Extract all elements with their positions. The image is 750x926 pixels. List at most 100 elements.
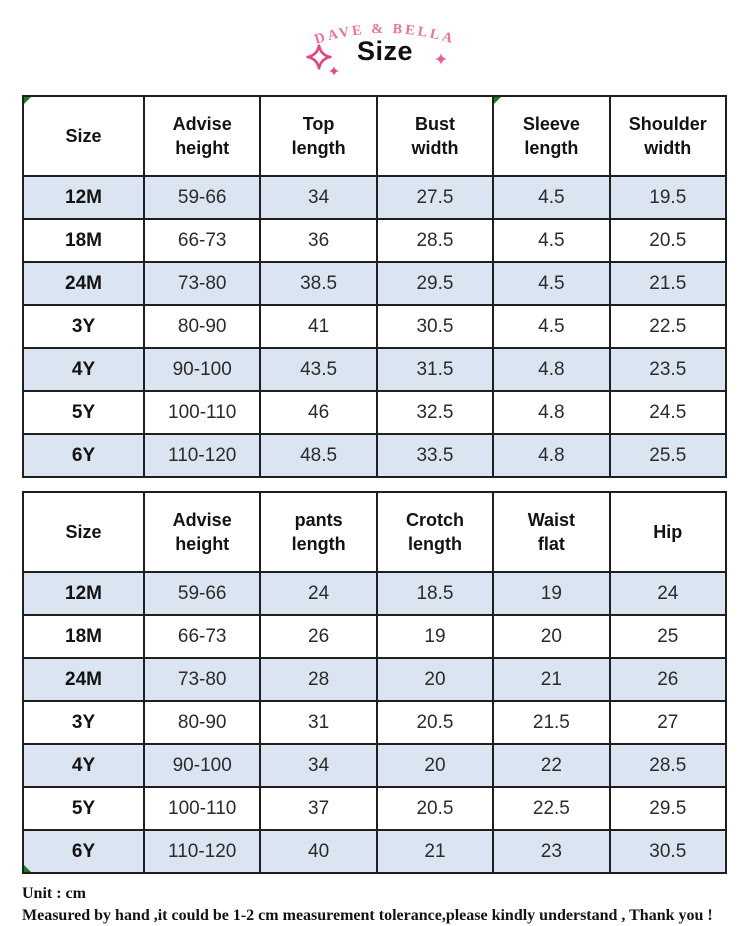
brand-arc-text: DAVE & BELLA bbox=[313, 22, 454, 48]
table-row: 24M 73-80 38.5 29.5 4.5 21.5 bbox=[22, 261, 728, 306]
col-header-size: Size bbox=[22, 491, 145, 573]
value-cell: 46 bbox=[259, 390, 378, 435]
value-cell: 48.5 bbox=[259, 433, 378, 478]
col-header-crotch-length: Crotch length bbox=[375, 491, 495, 573]
top-size-table-wrap: Size Advise height Top length Bust width Sl… bbox=[0, 95, 750, 478]
value-cell: 33.5 bbox=[375, 433, 495, 478]
value-cell: 29.5 bbox=[608, 786, 728, 831]
value-cell: 90-100 bbox=[142, 743, 262, 788]
header-row: Size Advise height Top length Bust width Sl… bbox=[22, 95, 728, 177]
size-cell: 6Y bbox=[22, 433, 145, 478]
table-row: 4Y 90-100 43.5 31.5 4.8 23.5 bbox=[22, 347, 728, 392]
value-cell: 20 bbox=[375, 657, 495, 702]
value-cell: 66-73 bbox=[142, 614, 262, 659]
table-row: 3Y 80-90 31 20.5 21.5 27 bbox=[22, 700, 728, 745]
tolerance-note: Measured by hand ,it could be 1-2 cm mea… bbox=[22, 906, 713, 924]
value-cell: 4.8 bbox=[492, 433, 611, 478]
sparkle-small-icon bbox=[329, 66, 339, 76]
value-cell: 4.5 bbox=[492, 175, 611, 220]
corner-mark-icon bbox=[24, 865, 31, 872]
col-header-shoulder-width: Shoulder width bbox=[608, 95, 728, 177]
value-cell: 31 bbox=[259, 700, 378, 745]
size-cell: 24M bbox=[22, 261, 145, 306]
value-cell: 73-80 bbox=[142, 261, 262, 306]
value-cell: 27 bbox=[608, 700, 728, 745]
table-row: 12M 59-66 24 18.5 19 24 bbox=[22, 571, 728, 616]
sparkle-right-icon bbox=[435, 53, 447, 65]
value-cell: 19 bbox=[375, 614, 495, 659]
table-row: 18M 66-73 26 19 20 25 bbox=[22, 614, 728, 659]
col-header-advise-height: Advise height bbox=[142, 491, 262, 573]
value-cell: 27.5 bbox=[375, 175, 495, 220]
header-row: Size Advise height pants length Crotch leng… bbox=[22, 491, 728, 573]
value-cell: 19.5 bbox=[608, 175, 728, 220]
size-cell: 3Y bbox=[22, 700, 145, 745]
value-cell: 28 bbox=[259, 657, 378, 702]
corner-mark-icon bbox=[495, 98, 502, 104]
size-cell: 6Y bbox=[22, 829, 145, 874]
value-cell: 36 bbox=[259, 218, 378, 263]
value-cell: 19 bbox=[492, 571, 611, 616]
col-header-hip: Hip bbox=[608, 491, 728, 573]
value-cell: 59-66 bbox=[142, 571, 262, 616]
value-cell: 80-90 bbox=[142, 700, 262, 745]
value-cell: 31.5 bbox=[375, 347, 495, 392]
value-cell: 24 bbox=[259, 571, 378, 616]
top-size-table: Size Advise height Top length Bust width Sl… bbox=[22, 95, 728, 478]
size-cell: 12M bbox=[22, 571, 145, 616]
page-title: Size bbox=[356, 36, 414, 66]
value-cell: 40 bbox=[259, 829, 378, 874]
value-cell: 20 bbox=[492, 614, 611, 659]
value-cell: 59-66 bbox=[142, 175, 262, 220]
table-row: 5Y 100-110 46 32.5 4.8 24.5 bbox=[22, 390, 728, 435]
value-cell: 30.5 bbox=[375, 304, 495, 349]
value-cell: 25.5 bbox=[608, 433, 728, 478]
value-cell: 4.5 bbox=[492, 304, 611, 349]
value-cell: 28.5 bbox=[375, 218, 495, 263]
col-header-waist-flat: Waist flat bbox=[492, 491, 611, 573]
unit-note: Unit : cm bbox=[22, 885, 86, 902]
value-cell: 24 bbox=[608, 571, 728, 616]
value-cell: 21.5 bbox=[492, 700, 611, 745]
value-cell: 4.5 bbox=[492, 218, 611, 263]
value-cell: 22.5 bbox=[492, 786, 611, 831]
value-cell: 26 bbox=[608, 657, 728, 702]
value-cell: 4.8 bbox=[492, 347, 611, 392]
value-cell: 80-90 bbox=[142, 304, 262, 349]
table-row: 3Y 80-90 41 30.5 4.5 22.5 bbox=[22, 304, 728, 349]
size-cell: 24M bbox=[22, 657, 145, 702]
value-cell: 100-110 bbox=[142, 786, 262, 831]
table-row: 18M 66-73 36 28.5 4.5 20.5 bbox=[22, 218, 728, 263]
value-cell: 21.5 bbox=[608, 261, 728, 306]
pants-size-table: Size Advise height pants length Crotch leng… bbox=[22, 491, 728, 874]
value-cell: 30.5 bbox=[608, 829, 728, 874]
pants-size-table-wrap: Size Advise height pants length Crotch leng… bbox=[0, 491, 750, 874]
value-cell: 20.5 bbox=[375, 700, 495, 745]
table-row: 6Y 110-120 48.5 33.5 4.8 25.5 bbox=[22, 433, 728, 478]
value-cell: 34 bbox=[259, 743, 378, 788]
value-cell: 41 bbox=[259, 304, 378, 349]
col-header-size: Size bbox=[22, 95, 145, 177]
value-cell: 100-110 bbox=[142, 390, 262, 435]
col-header-advise-height: Advise height bbox=[142, 95, 262, 177]
footer-notes: Unit : cm Measured by hand ,it could be … bbox=[22, 883, 732, 926]
value-cell: 32.5 bbox=[375, 390, 495, 435]
value-cell: 43.5 bbox=[259, 347, 378, 392]
sparkle-outline-icon bbox=[306, 44, 332, 70]
value-cell: 20 bbox=[375, 743, 495, 788]
size-cell: 18M bbox=[22, 218, 145, 263]
value-cell: 4.5 bbox=[492, 261, 611, 306]
value-cell: 25 bbox=[608, 614, 728, 659]
value-cell: 24.5 bbox=[608, 390, 728, 435]
table-row: 12M 59-66 34 27.5 4.5 19.5 bbox=[22, 175, 728, 220]
value-cell: 29.5 bbox=[375, 261, 495, 306]
corner-mark-icon bbox=[25, 98, 31, 104]
size-cell: 3Y bbox=[22, 304, 145, 349]
size-cell: 12M bbox=[22, 175, 145, 220]
table-row: 4Y 90-100 34 20 22 28.5 bbox=[22, 743, 728, 788]
value-cell: 20.5 bbox=[608, 218, 728, 263]
table-row: 6Y 110-120 40 21 23 30.5 bbox=[22, 829, 728, 874]
size-chart-header: DAVE & BELLA Size bbox=[0, 0, 750, 95]
value-cell: 4.8 bbox=[492, 390, 611, 435]
value-cell: 26 bbox=[259, 614, 378, 659]
